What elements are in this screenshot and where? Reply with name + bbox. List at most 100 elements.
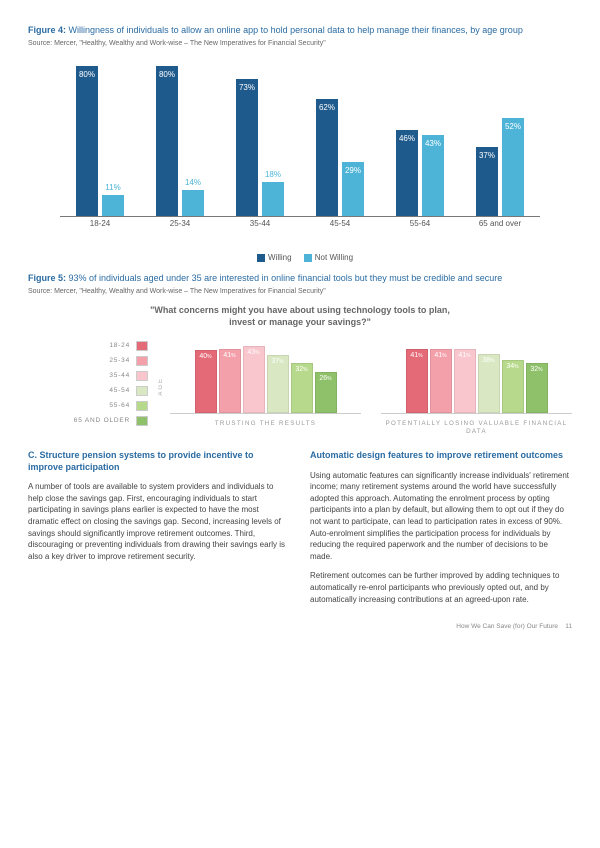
bar-value-label: 52% — [502, 122, 524, 131]
figure5-bar: 41% — [454, 349, 476, 413]
footer-text: How We Can Save (for) Our Future — [456, 623, 558, 630]
bar-value-label: 29% — [342, 166, 364, 175]
right-paragraph-1: Using automatic features can significant… — [310, 470, 572, 563]
figure5-bars: 40% 41% 43% 37% 32% 26% — [170, 336, 361, 414]
figure5-bar: 41% — [219, 349, 241, 413]
figure5-bar: 37% — [267, 355, 289, 413]
figure5-bar: 32% — [291, 363, 313, 413]
category-label: 65 and over — [470, 219, 530, 228]
bar-willing: 80% — [156, 66, 178, 217]
age-legend-row: 25-34 — [58, 356, 148, 366]
figure5-bar-value: 32% — [527, 366, 547, 373]
age-legend-row: 35-44 — [58, 371, 148, 381]
page-number: 11 — [565, 623, 572, 630]
figure5-chart: 18-24 25-34 35-44 45-54 55-64 65 AND OLDER AG… — [28, 336, 572, 436]
figure5-bar-value: 41% — [220, 352, 240, 359]
figure5-bar: 32% — [526, 363, 548, 413]
age-legend-label: 55-64 — [109, 402, 130, 409]
right-paragraph-2: Retirement outcomes can be further impro… — [310, 570, 572, 605]
left-paragraph-1: A number of tools are available to syste… — [28, 481, 290, 562]
age-legend-swatch — [136, 371, 148, 381]
figure5-bar-value: 41% — [455, 352, 475, 359]
figure5-bar: 26% — [315, 372, 337, 413]
bar-value-label: 37% — [476, 151, 498, 160]
figure4-source: Source: Mercer, "Healthy, Wealthy and Wo… — [28, 40, 572, 47]
right-column: Automatic design features to improve ret… — [310, 450, 572, 613]
category-label: 25-34 — [150, 219, 210, 228]
age-legend-row: 45-54 — [58, 386, 148, 396]
figure5-bar-value: 34% — [503, 363, 523, 370]
legend-swatch-not-willing — [304, 254, 312, 262]
category-label: 35-44 — [230, 219, 290, 228]
bar-not-willing: 29% — [342, 162, 364, 217]
figure5-bar: 38% — [478, 354, 500, 413]
figure5-panels: 40% 41% 43% 37% 32% 26% TRUSTING THE RESULTS 41… — [170, 336, 572, 436]
age-legend-label: 45-54 — [109, 387, 130, 394]
figure5-bars: 41%41%41%38%34%32% — [381, 336, 572, 414]
category-label: 18-24 — [70, 219, 130, 228]
age-legend-row: 18-24 — [58, 341, 148, 351]
bar-value-label: 80% — [156, 70, 178, 79]
figure5-panel: 41%41%41%38%34%32%POTENTIALLY LOSING VAL… — [381, 336, 572, 436]
figure4-legend: Willing Not Willing — [28, 253, 572, 262]
legend-label-not-willing: Not Willing — [315, 253, 353, 262]
figure5-question: "What concerns might you have about usin… — [140, 305, 460, 328]
figure5-age-legend: 18-24 25-34 35-44 45-54 55-64 65 AND OLDER — [58, 336, 148, 431]
figure5-title: Figure 5: 93% of individuals aged under … — [28, 272, 572, 284]
age-legend-swatch — [136, 401, 148, 411]
bar-not-willing: 14% — [182, 190, 204, 216]
figure5-bar-value: 26% — [316, 375, 336, 382]
bar-not-willing: 11% — [102, 195, 124, 216]
bar-not-willing: 43% — [422, 135, 444, 216]
bar-not-willing: 52% — [502, 118, 524, 216]
figure5-bar-value: 43% — [244, 349, 264, 356]
bar-value-label: 73% — [236, 83, 258, 92]
figure5-bar: 41% — [430, 349, 452, 413]
legend-swatch-willing — [257, 254, 265, 262]
figure5-bar-value: 40% — [196, 353, 216, 360]
figure5-panel: 40% 41% 43% 37% 32% 26% TRUSTING THE RESULTS — [170, 336, 361, 436]
figure5-bar: 43% — [243, 346, 265, 413]
figure5-bar: 34% — [502, 360, 524, 413]
figure5-bar-value: 41% — [431, 352, 451, 359]
category-label: 55-64 — [390, 219, 450, 228]
age-legend-swatch — [136, 416, 148, 426]
figure5-panel-label: TRUSTING THE RESULTS — [170, 420, 361, 428]
bar-value-label: 46% — [396, 134, 418, 143]
category-label: 45-54 — [310, 219, 370, 228]
bar-value-label: 11% — [102, 183, 124, 192]
figure4-title: Figure 4: Willingness of individuals to … — [28, 24, 572, 36]
bar-value-label: 62% — [316, 103, 338, 112]
figure4-title-text: Willingness of individuals to allow an o… — [69, 25, 523, 35]
age-legend-swatch — [136, 356, 148, 366]
bar-value-label: 43% — [422, 139, 444, 148]
age-legend-row: 65 AND OLDER — [58, 416, 148, 426]
figure4-chart: 80% 11% 80% 14% 73% 18% 62% 29% 46% 43% 37% 52% 18-… — [60, 57, 540, 247]
figure5-bar: 41% — [406, 349, 428, 413]
age-legend-label: 35-44 — [109, 372, 130, 379]
left-column: C. Structure pension systems to provide … — [28, 450, 290, 613]
figure4-lead: Figure 4: — [28, 25, 66, 35]
page-footer: How We Can Save (for) Our Future 11 — [28, 623, 572, 630]
figure5-axis-label: AGE — [158, 377, 164, 396]
body-columns: C. Structure pension systems to provide … — [28, 450, 572, 613]
age-legend-label: 18-24 — [109, 342, 130, 349]
bar-value-label: 80% — [76, 70, 98, 79]
age-legend-label: 65 AND OLDER — [74, 417, 130, 424]
figure5-panel-label: POTENTIALLY LOSING VALUABLE FINANCIAL DA… — [381, 420, 572, 436]
figure5-bar: 40% — [195, 350, 217, 412]
age-legend-row: 55-64 — [58, 401, 148, 411]
age-legend-swatch — [136, 341, 148, 351]
figure5-bar-value: 32% — [292, 366, 312, 373]
figure5-bar-value: 37% — [268, 358, 288, 365]
legend-label-willing: Willing — [268, 253, 292, 262]
bar-value-label: 18% — [262, 170, 284, 179]
bar-willing: 37% — [476, 147, 498, 217]
figure5-title-text: 93% of individuals aged under 35 are int… — [69, 273, 503, 283]
figure5-lead: Figure 5: — [28, 273, 66, 283]
age-legend-label: 25-34 — [109, 357, 130, 364]
figure5-bar-value: 38% — [479, 357, 499, 364]
age-legend-swatch — [136, 386, 148, 396]
figure5-source: Source: Mercer, "Healthy, Wealthy and Wo… — [28, 288, 572, 295]
left-heading: C. Structure pension systems to provide … — [28, 450, 290, 473]
